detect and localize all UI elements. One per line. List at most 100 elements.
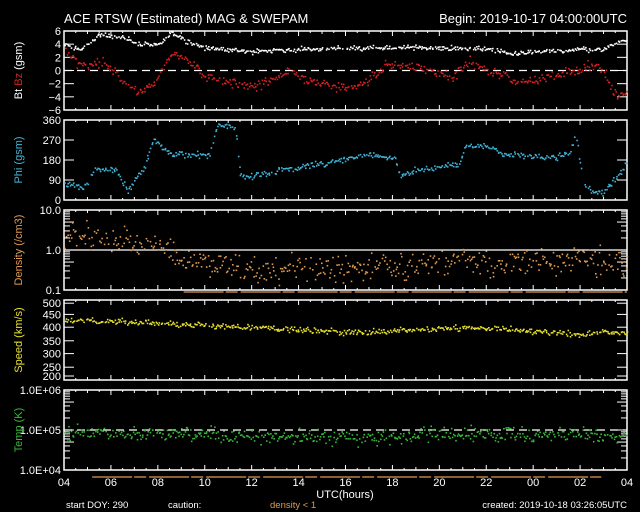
data-point bbox=[445, 257, 447, 259]
data-point bbox=[188, 434, 191, 437]
data-point bbox=[571, 257, 573, 259]
data-point bbox=[232, 324, 235, 327]
data-point bbox=[348, 271, 350, 273]
data-point bbox=[505, 263, 508, 265]
data-point bbox=[94, 38, 96, 41]
data-point bbox=[215, 325, 218, 328]
data-point bbox=[170, 55, 173, 57]
data-point bbox=[110, 320, 112, 322]
data-point bbox=[192, 43, 195, 45]
data-point bbox=[588, 249, 591, 251]
data-point bbox=[267, 327, 269, 330]
data-point bbox=[459, 435, 462, 438]
data-point bbox=[90, 63, 92, 65]
data-point bbox=[188, 250, 190, 252]
data-point bbox=[415, 269, 418, 271]
data-point bbox=[579, 161, 582, 164]
data-point bbox=[251, 324, 253, 327]
data-point bbox=[464, 259, 467, 262]
data-point bbox=[119, 433, 122, 436]
data-point bbox=[600, 50, 603, 53]
data-point bbox=[563, 430, 565, 433]
data-point bbox=[123, 80, 125, 83]
data-point bbox=[598, 251, 601, 254]
data-point bbox=[623, 168, 625, 171]
data-point bbox=[130, 437, 133, 440]
data-point bbox=[407, 275, 409, 278]
data-point bbox=[127, 324, 129, 326]
data-point bbox=[552, 154, 555, 157]
data-point bbox=[547, 333, 550, 335]
data-point bbox=[382, 254, 385, 256]
data-point bbox=[440, 166, 442, 169]
data-point bbox=[517, 329, 519, 332]
data-point bbox=[300, 440, 302, 442]
data-point bbox=[286, 67, 289, 69]
data-point bbox=[528, 429, 530, 432]
data-point bbox=[521, 330, 524, 332]
data-point bbox=[180, 38, 182, 40]
data-point bbox=[432, 429, 434, 431]
data-point bbox=[499, 51, 501, 54]
data-point bbox=[484, 437, 487, 439]
data-point bbox=[309, 267, 311, 270]
data-point bbox=[417, 47, 420, 49]
data-point bbox=[303, 328, 305, 331]
data-point bbox=[316, 47, 319, 50]
data-point bbox=[395, 157, 397, 160]
data-point bbox=[356, 157, 359, 159]
data-point bbox=[215, 47, 217, 50]
data-point bbox=[449, 49, 451, 51]
data-point bbox=[109, 36, 112, 38]
data-point bbox=[596, 331, 598, 333]
data-point bbox=[195, 262, 197, 264]
data-point bbox=[105, 64, 108, 66]
data-point bbox=[204, 256, 207, 259]
data-point bbox=[444, 436, 446, 439]
data-point bbox=[552, 251, 555, 254]
data-point bbox=[266, 432, 269, 434]
data-point bbox=[583, 63, 585, 66]
data-point bbox=[434, 46, 437, 48]
data-point bbox=[235, 47, 237, 50]
data-point bbox=[273, 325, 275, 327]
data-point bbox=[277, 328, 280, 331]
data-point bbox=[130, 249, 133, 252]
data-point bbox=[618, 251, 620, 254]
data-point bbox=[385, 437, 388, 440]
data-point bbox=[336, 331, 339, 333]
data-point bbox=[494, 439, 497, 442]
data-point bbox=[169, 32, 171, 35]
data-point bbox=[312, 165, 314, 167]
data-point bbox=[523, 328, 525, 331]
data-point bbox=[614, 43, 616, 45]
data-point bbox=[569, 428, 571, 431]
data-point bbox=[483, 65, 485, 68]
data-point bbox=[286, 270, 289, 272]
data-point bbox=[600, 71, 602, 73]
data-point bbox=[518, 330, 520, 332]
data-point bbox=[225, 435, 227, 438]
x-tick-label: 02 bbox=[574, 477, 586, 489]
data-point bbox=[256, 48, 258, 50]
data-point bbox=[452, 162, 454, 164]
data-point bbox=[343, 156, 345, 159]
data-point bbox=[303, 46, 306, 49]
data-point bbox=[327, 260, 329, 262]
data-point bbox=[212, 325, 215, 327]
data-point bbox=[153, 138, 156, 141]
data-point bbox=[84, 184, 87, 186]
data-point bbox=[158, 142, 161, 145]
data-point bbox=[162, 41, 164, 43]
data-point bbox=[461, 48, 463, 51]
data-point bbox=[140, 89, 142, 91]
data-point bbox=[344, 88, 346, 91]
data-point bbox=[173, 323, 176, 325]
data-point bbox=[132, 246, 134, 249]
data-point bbox=[375, 331, 378, 333]
data-point bbox=[133, 88, 136, 90]
data-point bbox=[121, 317, 124, 320]
data-point bbox=[330, 161, 332, 164]
data-point bbox=[458, 330, 461, 332]
data-point bbox=[453, 76, 455, 79]
